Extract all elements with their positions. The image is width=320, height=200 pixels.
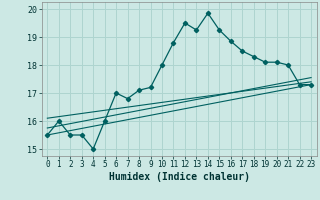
X-axis label: Humidex (Indice chaleur): Humidex (Indice chaleur) xyxy=(109,172,250,182)
